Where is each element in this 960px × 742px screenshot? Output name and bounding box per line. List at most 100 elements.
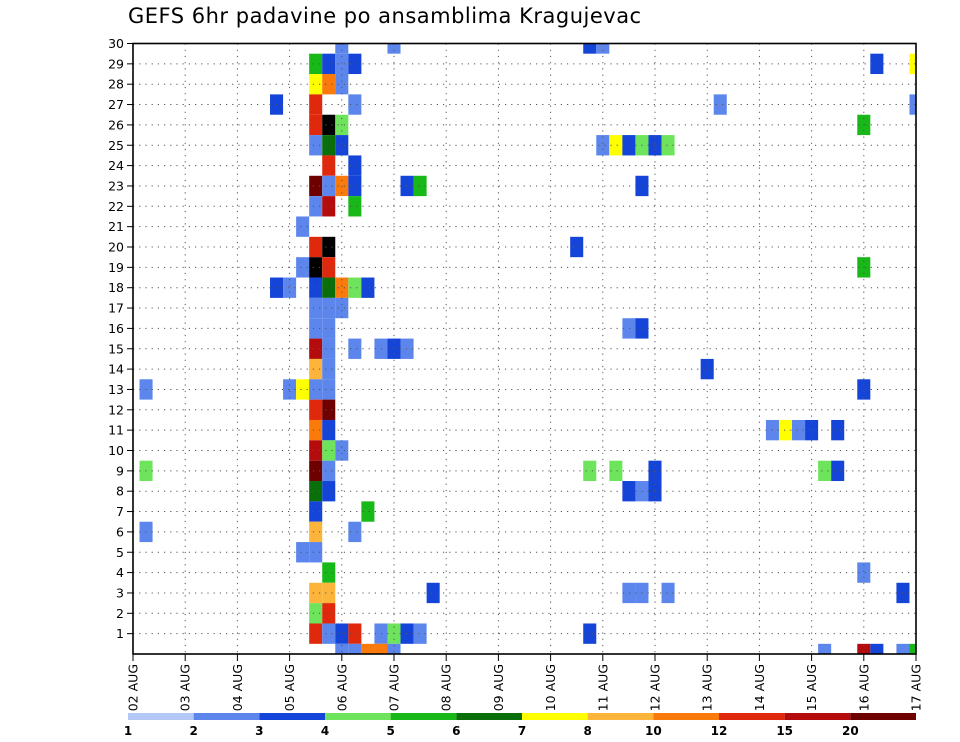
heatmap-cell (609, 460, 623, 482)
x-tick-label: 05 AUG (282, 664, 297, 711)
heatmap-cell (805, 419, 819, 441)
heatmap-cell (374, 643, 388, 654)
heatmap-cell (296, 542, 310, 563)
heatmap-cell (426, 582, 440, 604)
heatmap-cell (309, 379, 323, 400)
y-tick-label: 17 (108, 301, 124, 316)
heatmap-cell (296, 379, 310, 400)
y-tick-label: 22 (108, 199, 124, 214)
y-tick-label: 23 (108, 178, 124, 193)
heatmap-cell (296, 257, 310, 278)
heatmap-cell (413, 623, 427, 644)
heatmap-cell (309, 74, 323, 95)
heatmap-cell (322, 297, 336, 319)
x-axis-labels: 02 AUG 03 AUG 04 AUG 05 AUG 06 AUG 07 AUG 08 A… (126, 654, 924, 711)
heatmap-cell (348, 155, 362, 176)
heatmap-cell (335, 297, 349, 319)
heatmap-cell (309, 582, 323, 604)
heatmap-cell (322, 257, 336, 278)
heatmap-cell (335, 440, 349, 461)
heatmap-cell (322, 562, 336, 583)
colorbar-label: 7 (518, 724, 526, 738)
heatmap-cell (400, 175, 414, 197)
heatmap-cell (309, 318, 323, 339)
heatmap-cell (309, 94, 323, 115)
x-tick-label: 16 AUG (856, 664, 871, 711)
colorbar-label: 10 (645, 724, 662, 738)
y-tick-label: 4 (116, 565, 124, 580)
heatmap-cell (348, 196, 362, 217)
heatmap-cell (870, 53, 884, 75)
y-tick-label: 20 (108, 240, 124, 255)
colorbar-swatch (193, 713, 260, 720)
x-tick-label: 08 AUG (439, 664, 454, 711)
y-tick-label: 28 (108, 77, 124, 92)
colorbar-label: 20 (842, 724, 859, 738)
heatmap-cell (335, 43, 349, 54)
heatmap-cell (309, 175, 323, 197)
heatmap-cell (322, 155, 336, 176)
heatmap-cell (348, 643, 362, 654)
heatmap-cell (309, 603, 323, 624)
heatmap-cell (374, 623, 388, 644)
y-tick-label: 14 (108, 362, 124, 377)
heatmap-cell (309, 277, 323, 298)
heatmap-cell (322, 460, 336, 482)
heatmap-cell (335, 643, 349, 654)
y-tick-label: 8 (116, 484, 124, 499)
heatmap-cell (309, 114, 323, 136)
heatmap-cell (583, 623, 597, 644)
heatmap-cell (322, 114, 336, 136)
heatmap-cell (322, 582, 336, 604)
heatmap-cell (322, 318, 336, 339)
heatmap-cell (896, 643, 910, 654)
heatmap-cell (348, 175, 362, 197)
heatmap-cell (622, 318, 636, 339)
heatmap-cell (322, 399, 336, 420)
heatmap-cell (400, 338, 414, 359)
y-tick-label: 10 (108, 443, 124, 458)
heatmap-cell (335, 74, 349, 95)
heatmap-cell (374, 338, 388, 359)
heatmap-cell (309, 297, 323, 319)
heatmap-cell (596, 135, 610, 156)
heatmap-cell (322, 277, 336, 298)
colorbar-label: 6 (452, 724, 460, 738)
heatmap-cell (322, 53, 336, 75)
heatmap-cell (309, 257, 323, 278)
heatmap-cell (322, 135, 336, 156)
y-tick-label: 18 (108, 280, 124, 295)
heatmap-cell (348, 521, 362, 543)
heatmap-cell (870, 643, 884, 654)
y-tick-label: 27 (108, 97, 124, 112)
x-tick-label: 15 AUG (804, 664, 819, 711)
heatmap-cell (348, 53, 362, 75)
heatmap-cell (322, 236, 336, 258)
heatmap-cell (909, 643, 916, 654)
heatmap-cell (361, 501, 375, 522)
heatmap-cell (413, 175, 427, 197)
heatmap-cell (309, 481, 323, 502)
x-tick-label: 12 AUG (648, 664, 663, 711)
y-tick-label: 19 (108, 260, 124, 275)
y-tick-label: 26 (108, 117, 124, 132)
heatmap-cell (818, 643, 832, 654)
heatmap-cell (309, 419, 323, 441)
heatmap-cell (909, 94, 916, 115)
colorbar-swatch (128, 713, 194, 720)
colorbar-swatch (456, 713, 522, 720)
colorbar-swatch (653, 713, 719, 720)
colorbar-swatch (325, 713, 391, 720)
colorbar-label: 15 (776, 724, 793, 738)
heatmap-cell (309, 135, 323, 156)
heatmap-cell (309, 501, 323, 522)
heatmap-cell (322, 603, 336, 624)
heatmap-cell (387, 43, 401, 54)
y-tick-label: 2 (116, 606, 124, 621)
y-tick-label: 16 (108, 321, 124, 336)
heatmap-cell (309, 338, 323, 359)
cells-layer (139, 43, 916, 654)
heatmap-cell (322, 440, 336, 461)
y-tick-label: 9 (116, 463, 124, 478)
heatmap-cell (322, 196, 336, 217)
